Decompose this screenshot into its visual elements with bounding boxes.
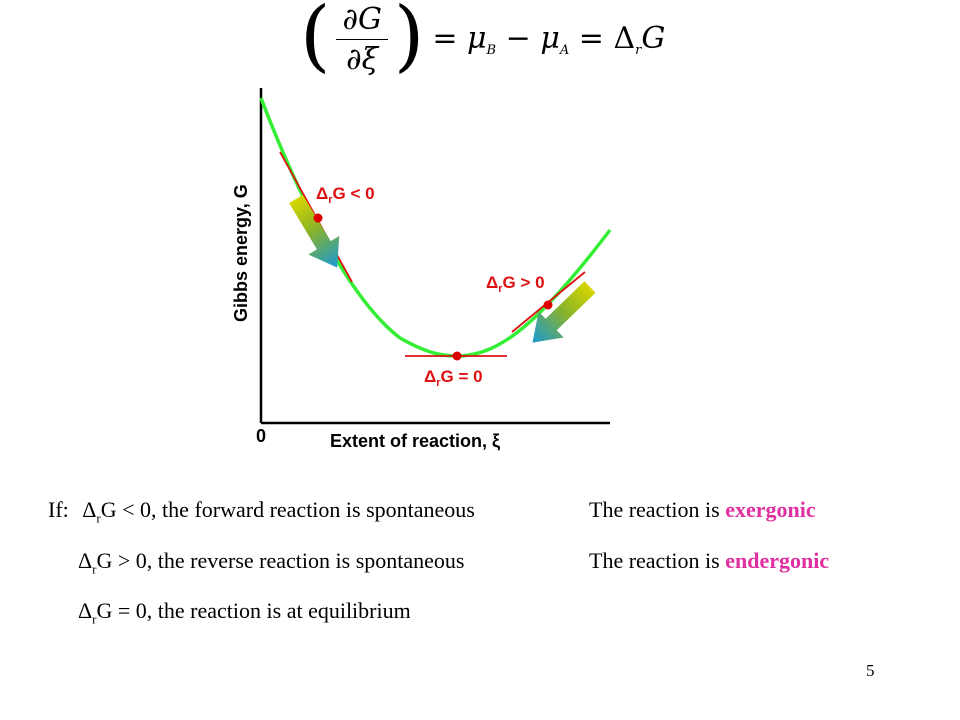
label-zero: ΔrG = 0 — [424, 367, 483, 389]
point-positive — [543, 300, 553, 310]
endergonic-word: endergonic — [725, 548, 830, 573]
statement-text: G > 0, the reverse reaction is spontaneo… — [96, 548, 465, 573]
equals-sign-2: = — [578, 21, 604, 56]
equals-sign: = — [432, 21, 458, 56]
partial-derivative: ∂G ∂ξ — [336, 2, 388, 77]
x-axis-label: Extent of reaction, ξ — [330, 431, 500, 452]
page-number: 5 — [866, 661, 875, 680]
sub-r: r — [92, 611, 97, 627]
origin-label: 0 — [256, 426, 266, 446]
arrow-reverse — [532, 281, 596, 343]
endergonic-prefix: The reaction is — [589, 548, 726, 573]
point-negative — [313, 213, 323, 223]
sub-r: r — [635, 43, 642, 58]
equation-rhs: = μB − μA = ΔrG — [432, 21, 665, 58]
statement-line-3: ΔrG = 0, the reaction is at equilibrium — [78, 598, 411, 627]
right-paren: ) — [393, 0, 425, 81]
fraction-bar — [336, 39, 388, 40]
statement-text: G = 0, the reaction is at equilibrium — [96, 598, 411, 623]
numerator: ∂G — [342, 2, 382, 37]
equation: ( ∂G ∂ξ ) = μB − μA = ΔrG — [300, 0, 665, 81]
g-symbol: G — [641, 21, 666, 56]
statement-line-1: If: ΔrG < 0, the forward reaction is spo… — [48, 497, 475, 526]
mu-symbol-2: μ — [540, 21, 560, 56]
point-zero — [452, 351, 462, 361]
arrow-forward — [289, 194, 340, 268]
delta-symbol: Δ — [613, 21, 636, 56]
label-negative: ΔrG < 0 — [316, 184, 375, 206]
sub-b: B — [486, 43, 497, 58]
endergonic-note: The reaction is endergonic — [589, 548, 829, 574]
denominator: ∂ξ — [346, 42, 379, 77]
label-positive: ΔrG > 0 — [486, 273, 545, 295]
sub-r: r — [92, 561, 97, 577]
y-axis-label: Gibbs energy, G — [231, 184, 251, 322]
delta-symbol: Δ — [82, 497, 97, 522]
if-label: If: — [48, 497, 69, 522]
sub-r: r — [96, 510, 101, 526]
mu-symbol: μ — [467, 21, 487, 56]
delta-symbol: Δ — [78, 548, 93, 573]
exergonic-note: The reaction is exergonic — [589, 497, 816, 523]
minus-sign: − — [505, 21, 531, 56]
statement-line-2: ΔrG > 0, the reverse reaction is spontan… — [78, 548, 464, 577]
exergonic-word: exergonic — [725, 497, 816, 522]
exergonic-prefix: The reaction is — [589, 497, 726, 522]
left-paren: ( — [300, 0, 331, 81]
delta-symbol: Δ — [78, 598, 93, 623]
statement-text: G < 0, the forward reaction is spontaneo… — [100, 497, 475, 522]
sub-a: A — [559, 43, 570, 58]
